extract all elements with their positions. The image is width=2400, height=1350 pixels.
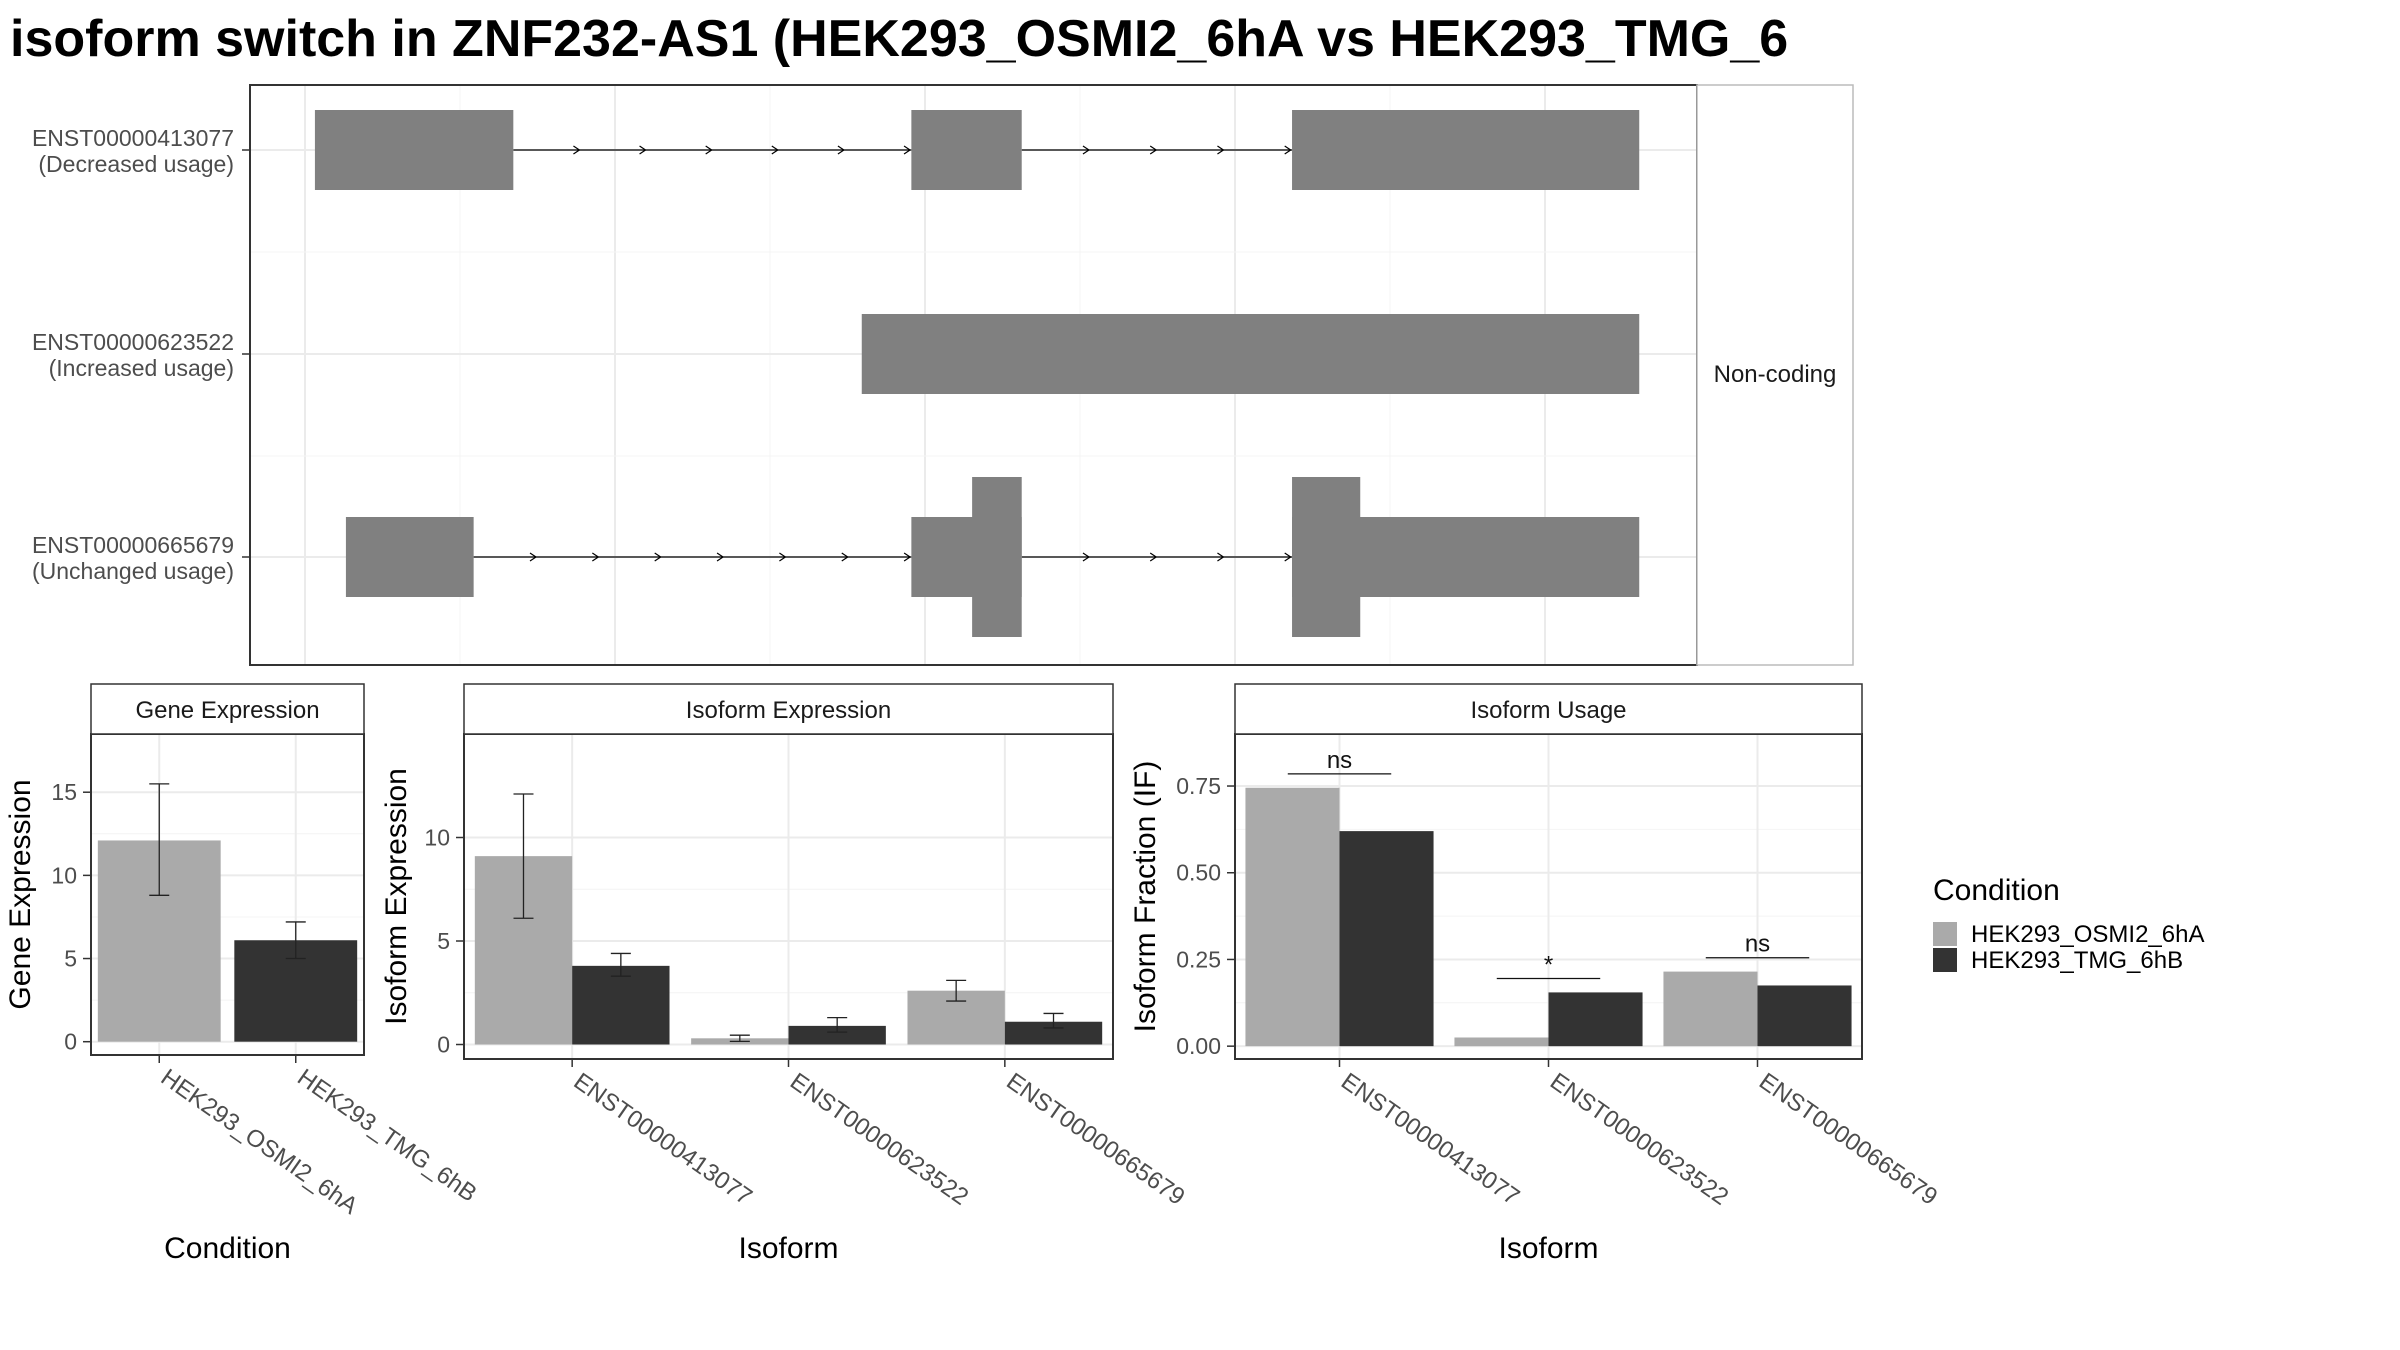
exon-block-tall <box>1292 477 1361 637</box>
isoform-usage-label: (Increased usage) <box>49 355 234 381</box>
y-tick-label: 0.75 <box>1176 773 1221 799</box>
isoform-label: ENST00000413077 <box>32 125 234 151</box>
exon-block <box>1292 110 1640 190</box>
figure-title: isoform switch in ZNF232-AS1 (HEK293_OSM… <box>10 10 1788 68</box>
significance-label: ns <box>1327 747 1352 774</box>
x-tick-label: ENST00000665679 <box>1001 1068 1189 1211</box>
significance-label: * <box>1544 952 1553 979</box>
legend-swatch <box>1933 948 1957 972</box>
bar <box>572 965 670 1045</box>
y-tick-label: 15 <box>51 779 77 805</box>
exon-block-tall <box>972 477 1022 637</box>
intron-arrow <box>705 145 713 155</box>
x-tick-label: ENST00000665679 <box>1754 1068 1942 1211</box>
y-axis-title: Isoform Expression <box>380 768 413 1025</box>
x-tick-label: ENST00000413077 <box>569 1068 757 1211</box>
isoform-usage-label: (Decreased usage) <box>38 151 234 177</box>
intron-arrow <box>1082 145 1091 155</box>
bar <box>1757 985 1852 1047</box>
intron-arrow <box>771 145 779 155</box>
legend-label: HEK293_OSMI2_6hA <box>1971 921 2204 948</box>
y-tick-label: 5 <box>64 946 77 972</box>
structure-strip-label: Non-coding <box>1714 361 1837 388</box>
y-tick-label: 0.25 <box>1176 946 1221 972</box>
y-tick-label: 5 <box>437 928 450 954</box>
intron-arrow <box>903 552 912 562</box>
intron-arrow <box>592 552 600 562</box>
y-tick-label: 10 <box>51 862 77 888</box>
strip-label: Gene Expression <box>135 697 319 724</box>
intron-arrow <box>573 145 581 155</box>
strip-label: Isoform Usage <box>1470 697 1626 724</box>
strip-header <box>90 683 365 735</box>
intron-arrow <box>1217 552 1225 562</box>
intron-arrow <box>716 552 725 562</box>
exon-block <box>345 517 474 597</box>
y-tick-label: 0 <box>64 1029 77 1055</box>
isoform-structure-panel: ENST00000413077(Decreased usage) ENST0000… <box>32 84 1854 666</box>
isoform-label: ENST00000623522 <box>32 329 234 355</box>
y-tick-label: 0.50 <box>1176 860 1221 886</box>
y-tick-label: 10 <box>424 825 450 851</box>
exon-block <box>911 110 1022 190</box>
intron-arrow <box>1149 145 1158 155</box>
intron-arrow <box>779 552 787 562</box>
intron-arrow <box>903 145 912 155</box>
isoform-label: ENST00000665679 <box>32 532 234 558</box>
exon-block <box>861 314 1640 394</box>
legend-title: Condition <box>1933 874 2060 907</box>
legend-label: HEK293_TMG_6hB <box>1971 947 2183 974</box>
strip-header <box>463 683 1114 735</box>
intron-arrow <box>1284 552 1292 562</box>
bar <box>1663 971 1758 1047</box>
bar <box>1245 787 1340 1047</box>
x-axis-title: Condition <box>164 1232 291 1265</box>
bar <box>1339 831 1434 1047</box>
isoform-usage-label: (Unchanged usage) <box>32 558 234 584</box>
strip-header <box>1234 683 1863 735</box>
y-tick-label: 0 <box>437 1032 450 1058</box>
x-tick-label: ENST00000623522 <box>1545 1068 1733 1211</box>
y-tick-label: 0.00 <box>1176 1033 1221 1059</box>
legend-swatch <box>1933 922 1957 946</box>
bar <box>1548 992 1643 1047</box>
intron-arrow <box>529 552 538 562</box>
bar <box>1004 1021 1103 1045</box>
isoform-expression-panel: 0 5 10 ENST00000413077 ENST00000623522 ENST00… <box>380 683 1190 1265</box>
intron-arrow <box>1149 552 1158 562</box>
intron-arrow <box>639 145 647 155</box>
structure-strip <box>1696 84 1854 666</box>
x-axis-title: Isoform <box>1498 1232 1598 1265</box>
significance-label: ns <box>1745 931 1770 958</box>
x-tick-label: ENST00000413077 <box>1336 1068 1524 1211</box>
y-axis-title: Isoform Fraction (IF) <box>1129 761 1162 1033</box>
intron-arrow <box>837 145 845 155</box>
intron-arrow <box>654 552 662 562</box>
gene-expression-panel: 051015HEK293_OSMI2_6hAHEK293_TMG_6hBGene… <box>4 683 482 1265</box>
exon-block <box>314 110 514 190</box>
bar <box>788 1025 886 1045</box>
intron-arrow <box>1082 552 1091 562</box>
y-axis-title: Gene Expression <box>4 779 37 1009</box>
intron-arrow <box>1284 145 1292 155</box>
x-axis-title: Isoform <box>738 1232 838 1265</box>
strip-label: Isoform Expression <box>686 697 891 724</box>
intron-arrow <box>841 552 849 562</box>
intron-arrow <box>1217 145 1225 155</box>
bar <box>1454 1037 1549 1047</box>
x-tick-label: ENST00000623522 <box>785 1068 973 1211</box>
